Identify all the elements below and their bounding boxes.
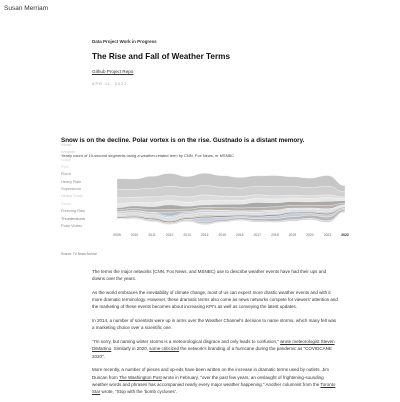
publish-date: APR 11, 2022	[92, 82, 128, 86]
article-link[interactable]: The Washington Post	[118, 374, 162, 380]
x-tick-label: 2014	[201, 233, 209, 237]
legend-item: Flood	[61, 171, 71, 177]
page-title: The Rise and Fall of Weather Terms	[92, 52, 231, 61]
x-tick-label: 2018	[271, 233, 279, 237]
x-tick-label: 2012	[166, 233, 174, 237]
x-tick-label: 2017	[254, 233, 262, 237]
legend-item: Thunderstorm	[61, 215, 86, 221]
x-tick-label: 2019	[289, 233, 297, 237]
article-paragraph: "I'm sorry, but naming winter storms is …	[92, 338, 338, 360]
article-text: wrote in February, "over the past few ye…	[92, 374, 324, 387]
x-tick-label: 2022	[341, 233, 349, 237]
article-paragraph: The terms the major networks (CNN, Fox N…	[92, 268, 338, 282]
x-tick-label: 2011	[148, 233, 155, 237]
article-body: The terms the major networks (CNN, Fox N…	[92, 268, 338, 402]
article-text: The terms the major networks (CNN, Fox N…	[92, 269, 327, 282]
legend-item: Heavy Snow	[61, 193, 83, 199]
x-tick-label: 2015	[218, 233, 226, 237]
legend-item: Weather	[61, 149, 76, 155]
article-link[interactable]: wrote meteorologist Steven DiMartino	[92, 339, 335, 352]
legend-item: Storm	[61, 142, 72, 147]
legend-item: Superstorm	[61, 186, 82, 192]
x-tick-label: 2009	[113, 233, 121, 237]
legend-item: Heavy Rain	[61, 178, 82, 184]
article-text: . Similarly in 2020,	[111, 346, 150, 352]
legend-item: Polar Vortex	[61, 222, 83, 228]
streamgraph-chart: 2009 2010 2011 2012 2013 2014 2015 2016 2017 2018…	[113, 173, 349, 237]
article-text: In 2014, a number of scientists were up …	[92, 318, 337, 331]
stream-series-13	[116, 211, 346, 225]
article-link[interactable]: Toronto Star	[92, 381, 336, 395]
article-paragraph: More recently, a number of pieces and op…	[92, 366, 338, 395]
article-text: the network's branding of a hurricane du…	[92, 346, 332, 359]
x-tick-label: 2021	[324, 233, 332, 237]
legend-item: Rain	[61, 164, 70, 170]
article-paragraph: In 2014, a number of scientists were up …	[92, 317, 338, 331]
legend-item: Snow	[61, 156, 71, 162]
x-tick-label: 2010	[131, 233, 139, 237]
legend-item: Storm	[61, 200, 72, 206]
x-tick-label: 2013	[183, 233, 191, 237]
chart-headline: Snow is on the decline. Polar vortex is …	[61, 137, 305, 144]
article-text: More recently, a number of pieces and op…	[92, 367, 330, 380]
github-repo-link[interactable]: Github Project Repo	[92, 69, 134, 74]
project-kicker: Data Project Work in Progress	[92, 39, 157, 44]
article-text: As the world embraces the inevitability …	[92, 290, 338, 310]
chart-subhead: Yearly count of 15-second segments using…	[61, 153, 235, 158]
chart-source: Source: TV News Archive	[61, 252, 98, 256]
article-text: "I'm sorry, but naming winter storms is …	[92, 339, 281, 345]
article-link[interactable]: some criticized	[149, 346, 180, 352]
x-tick-label: 2016	[236, 233, 244, 237]
x-tick-label: 2020	[306, 233, 314, 237]
article-paragraph: As the world embraces the inevitability …	[92, 289, 338, 311]
article-text: wrote, "Stop with the 'bomb cyclones'.	[100, 389, 177, 395]
legend-item: Freezing Rain	[61, 208, 86, 214]
site-name[interactable]: Susan Merriam	[4, 5, 49, 12]
